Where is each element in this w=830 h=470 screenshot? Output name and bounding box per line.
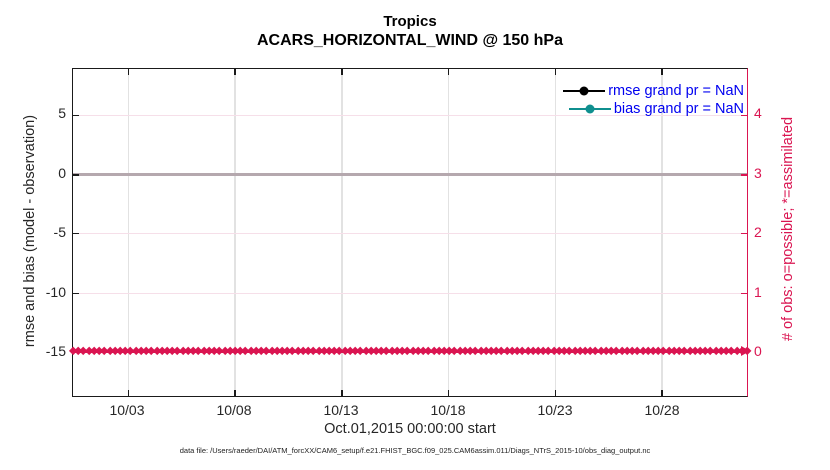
axis-tick bbox=[73, 174, 79, 176]
bias-line-sample bbox=[568, 104, 611, 114]
axis-tick bbox=[341, 69, 343, 75]
gridline-horizontal bbox=[73, 114, 747, 117]
axis-tick bbox=[234, 390, 236, 396]
data-file-caption: data file: /Users/raeder/DAI/ATM_forcXX/… bbox=[179, 446, 651, 455]
legend: rmse grand pr = NaN bias grand pr = NaN bbox=[563, 82, 744, 118]
gridline-horizontal bbox=[73, 292, 747, 295]
xtick-label: 10/23 bbox=[537, 402, 573, 418]
xtick-label: 10/28 bbox=[644, 402, 680, 418]
left-ytick-label: -15 bbox=[45, 343, 66, 359]
legend-label-bias: bias grand pr = NaN bbox=[613, 101, 744, 117]
gridline-vertical bbox=[554, 69, 557, 396]
x-axis-label: Oct.01,2015 00:00:00 start bbox=[324, 421, 496, 437]
axis-tick bbox=[73, 292, 79, 295]
axis-tick bbox=[554, 69, 557, 75]
axis-tick bbox=[234, 69, 236, 75]
rmse-marker-icon bbox=[579, 86, 589, 96]
axis-tick bbox=[741, 114, 747, 117]
xtick-label: 10/08 bbox=[216, 402, 252, 418]
axis-tick bbox=[741, 292, 747, 295]
axis-tick bbox=[447, 69, 450, 75]
xtick-label: 10/18 bbox=[430, 402, 466, 418]
axis-tick bbox=[341, 390, 343, 396]
zero-reference-line bbox=[73, 173, 747, 176]
left-ytick-label: 5 bbox=[58, 105, 66, 121]
axis-tick bbox=[554, 390, 557, 396]
axis-tick bbox=[73, 232, 79, 235]
right-ytick-label: 4 bbox=[754, 105, 762, 121]
right-ytick-label: 1 bbox=[754, 284, 762, 300]
left-axis-label: rmse and bias (model - observation) bbox=[22, 114, 38, 348]
plot-area: rmse grand pr = NaN bias grand pr = NaN bbox=[68, 68, 752, 397]
gridline-vertical bbox=[234, 69, 236, 396]
legend-label-rmse: rmse grand pr = NaN bbox=[608, 83, 744, 99]
gridline-vertical bbox=[447, 69, 450, 396]
axis-tick bbox=[661, 69, 663, 75]
axis-tick bbox=[127, 390, 130, 396]
bias-marker-icon bbox=[585, 104, 595, 114]
right-axis-label: # of obs: o=possible; *=assimilated bbox=[780, 116, 796, 342]
left-ytick-label: 0 bbox=[58, 165, 66, 181]
right-ytick-label: 2 bbox=[754, 224, 762, 240]
legend-item-rmse: rmse grand pr = NaN bbox=[563, 82, 744, 100]
axis-tick bbox=[741, 232, 747, 235]
gridline-vertical bbox=[661, 69, 663, 396]
axis-tick bbox=[661, 390, 663, 396]
xtick-label: 10/03 bbox=[109, 402, 145, 418]
axis-tick bbox=[73, 114, 79, 117]
axis-tick bbox=[127, 69, 130, 75]
right-ytick-label: 3 bbox=[754, 165, 762, 181]
rmse-line-sample bbox=[563, 86, 606, 96]
chart-title: Tropics ACARS_HORIZONTAL_WIND @ 150 hPa bbox=[72, 12, 748, 51]
legend-item-bias: bias grand pr = NaN bbox=[563, 100, 744, 118]
left-ytick-label: -10 bbox=[45, 284, 66, 300]
obs-count-marker-band bbox=[68, 345, 752, 357]
left-ytick-label: -5 bbox=[53, 224, 66, 240]
gridline-vertical bbox=[341, 69, 343, 396]
gridline-vertical bbox=[127, 69, 130, 396]
axis-tick bbox=[741, 174, 747, 176]
title-region: Tropics bbox=[383, 13, 437, 30]
title-variable: ACARS_HORIZONTAL_WIND @ 150 hPa bbox=[256, 32, 563, 49]
right-ytick-label: 0 bbox=[754, 343, 762, 359]
gridline-horizontal bbox=[73, 232, 747, 235]
axis-tick bbox=[447, 390, 450, 396]
xtick-label: 10/13 bbox=[323, 402, 359, 418]
